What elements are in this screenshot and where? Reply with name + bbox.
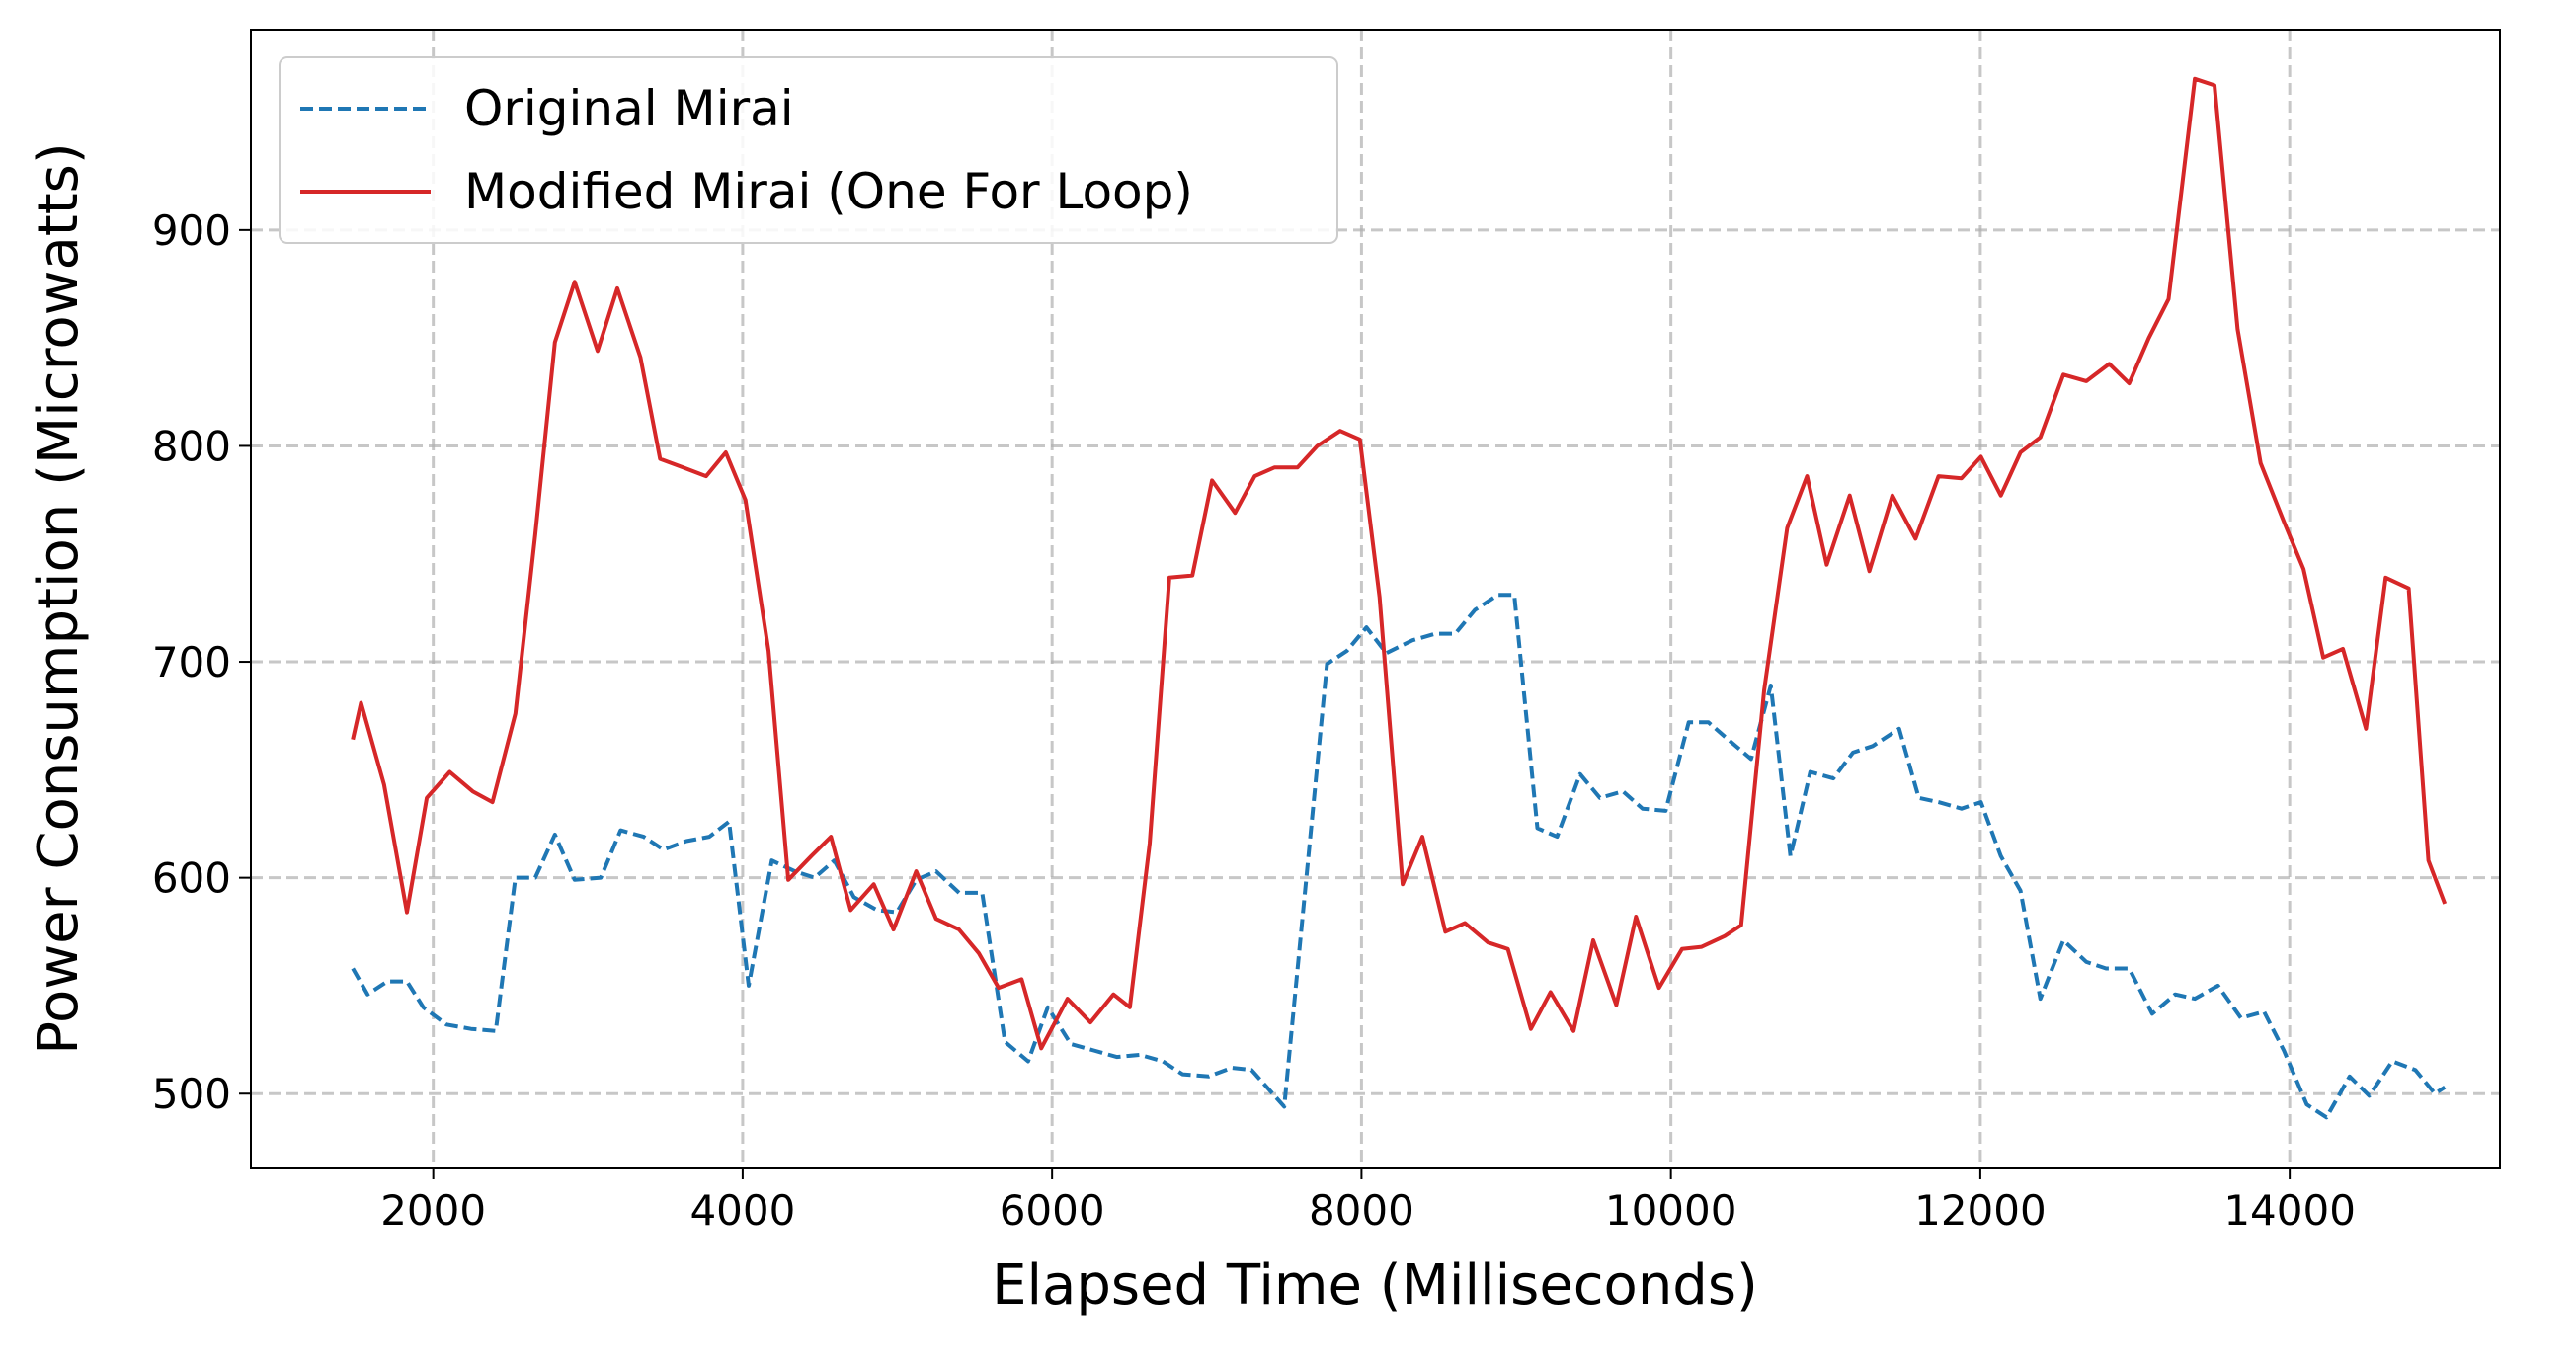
plot-frame xyxy=(250,29,2501,1169)
x-tick-label: 6000 xyxy=(1000,1186,1105,1235)
y-tick-label: 900 xyxy=(152,206,231,255)
series-line xyxy=(351,76,2448,1051)
x-tick-label: 10000 xyxy=(1605,1186,1737,1235)
x-tick-label: 12000 xyxy=(1914,1186,2047,1235)
x-tick-label: 14000 xyxy=(2223,1186,2356,1235)
y-tick-label: 600 xyxy=(152,854,231,903)
legend: Original Mirai Modified Mirai (One For Lo… xyxy=(279,56,1338,244)
legend-label: Original Mirai xyxy=(464,80,794,137)
x-tick-label: 8000 xyxy=(1309,1186,1414,1235)
y-tick-label: 800 xyxy=(152,422,231,470)
x-axis-label: Elapsed Time (Milliseconds) xyxy=(992,1253,1758,1318)
y-axis-label: Power Consumption (Microwatts) xyxy=(27,142,91,1054)
legend-box xyxy=(279,56,1338,244)
x-tick-label: 4000 xyxy=(689,1186,795,1235)
series-line xyxy=(351,593,2447,1120)
y-tick-label: 700 xyxy=(152,638,231,686)
legend-label: Modified Mirai (One For Loop) xyxy=(464,163,1193,220)
y-tick-label: 500 xyxy=(152,1070,231,1118)
x-tick-label: 2000 xyxy=(380,1186,486,1235)
